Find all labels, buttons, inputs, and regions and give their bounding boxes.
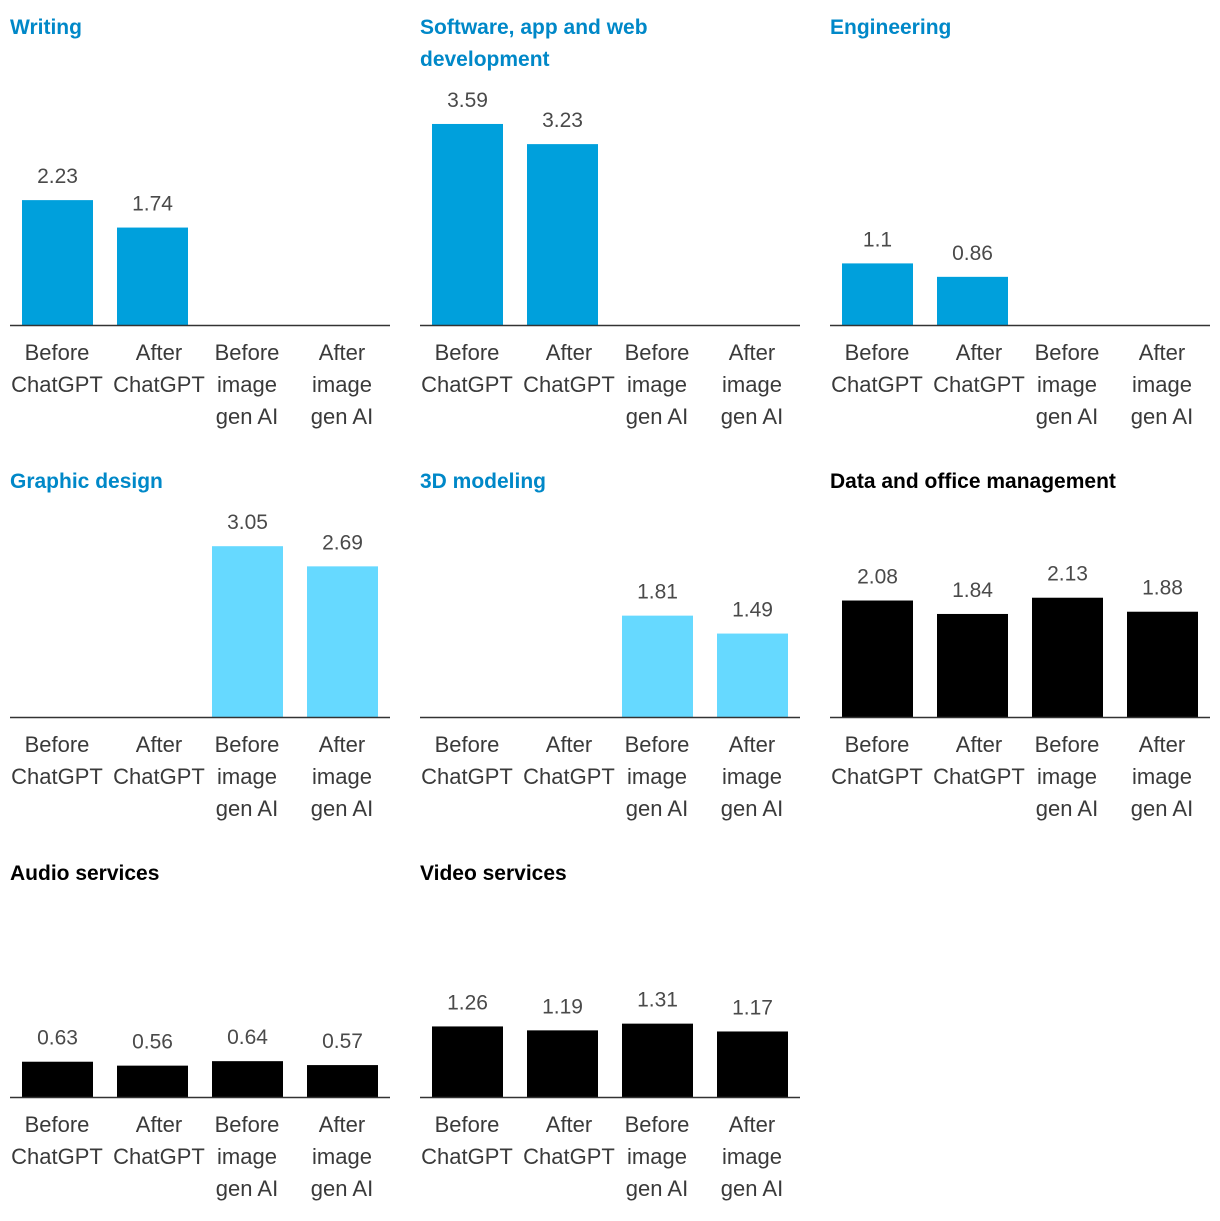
bar bbox=[212, 1061, 283, 1097]
x-tick-label: Before ChatGPT bbox=[11, 1112, 103, 1169]
bar bbox=[622, 615, 693, 717]
bar bbox=[117, 227, 188, 325]
bar bbox=[212, 546, 283, 717]
bar bbox=[527, 1030, 598, 1097]
x-tick-label: After ChatGPT bbox=[113, 1112, 205, 1169]
data-label: 3.23 bbox=[542, 109, 583, 132]
data-label: 0.63 bbox=[37, 1027, 78, 1050]
data-label: 1.26 bbox=[447, 991, 488, 1014]
chart-panel: Software, app and web development 3.59 3.23… bbox=[420, 16, 800, 429]
data-label: 2.08 bbox=[857, 566, 898, 589]
data-label: 1.84 bbox=[952, 579, 993, 602]
data-label: 0.57 bbox=[322, 1030, 363, 1053]
chart-title: Data and office management bbox=[830, 470, 1116, 493]
data-label: 3.59 bbox=[447, 89, 488, 112]
chart-panel: Audio services 0.63 0.56 0.64 0.57 Before Chat… bbox=[10, 862, 390, 1201]
bar bbox=[117, 1065, 188, 1097]
chart-title: Video services bbox=[420, 862, 567, 885]
chart-title: Audio services bbox=[10, 862, 159, 885]
chart-title: Graphic design bbox=[10, 470, 163, 493]
bar bbox=[307, 1065, 378, 1097]
chart-panel: Data and office management 2.08 1.84 2.13 1.… bbox=[830, 470, 1210, 821]
x-tick-label: After ChatGPT bbox=[113, 340, 205, 397]
x-tick-label: After image gen AI bbox=[721, 340, 783, 429]
x-tick-label: After image gen AI bbox=[721, 732, 783, 821]
data-label: 2.13 bbox=[1047, 563, 1088, 586]
data-label: 1.1 bbox=[863, 228, 892, 251]
bar bbox=[717, 1031, 788, 1097]
bar bbox=[842, 263, 913, 325]
x-tick-label: Before ChatGPT bbox=[421, 340, 513, 397]
data-label: 0.64 bbox=[227, 1026, 268, 1049]
bar bbox=[937, 613, 1008, 717]
data-label: 1.19 bbox=[542, 995, 583, 1018]
data-label: 3.05 bbox=[227, 511, 268, 534]
x-tick-label: After image gen AI bbox=[1131, 732, 1193, 821]
x-tick-label: Before ChatGPT bbox=[831, 732, 923, 789]
data-label: 1.74 bbox=[132, 193, 173, 216]
x-tick-label: After ChatGPT bbox=[113, 732, 205, 789]
bar bbox=[622, 1023, 693, 1097]
x-tick-label: Before image gen AI bbox=[215, 732, 280, 821]
chart-title: 3D modeling bbox=[420, 470, 546, 493]
data-label: 1.49 bbox=[732, 599, 773, 622]
x-tick-label: After ChatGPT bbox=[523, 340, 615, 397]
x-tick-label: Before ChatGPT bbox=[421, 1112, 513, 1169]
x-tick-label: After ChatGPT bbox=[523, 1112, 615, 1169]
x-tick-label: Before image gen AI bbox=[625, 340, 690, 429]
bar bbox=[527, 144, 598, 325]
chart-title: Writing bbox=[10, 16, 82, 39]
data-label: 1.31 bbox=[637, 989, 678, 1012]
x-tick-label: Before image gen AI bbox=[625, 732, 690, 821]
bar bbox=[432, 123, 503, 326]
bar bbox=[717, 633, 788, 717]
bar bbox=[22, 1061, 93, 1097]
chart-title: Engineering bbox=[830, 16, 951, 39]
x-tick-label: Before ChatGPT bbox=[11, 340, 103, 397]
bar bbox=[307, 566, 378, 717]
x-tick-label: After image gen AI bbox=[311, 340, 373, 429]
x-tick-label: After image gen AI bbox=[1131, 340, 1193, 429]
x-tick-label: Before ChatGPT bbox=[831, 340, 923, 397]
x-tick-label: Before ChatGPT bbox=[11, 732, 103, 789]
data-label: 2.69 bbox=[322, 531, 363, 554]
chart-title: Software, app and web development bbox=[420, 16, 648, 71]
x-tick-label: After image gen AI bbox=[311, 1112, 373, 1201]
data-label: 1.81 bbox=[637, 581, 678, 604]
bar bbox=[432, 1026, 503, 1097]
data-label: 0.56 bbox=[132, 1031, 173, 1054]
x-tick-label: Before image gen AI bbox=[625, 1112, 690, 1201]
x-tick-label: Before image gen AI bbox=[1035, 340, 1100, 429]
x-tick-label: Before image gen AI bbox=[215, 340, 280, 429]
data-label: 2.23 bbox=[37, 165, 78, 188]
chart-panel: Video services 1.26 1.19 1.31 1.17 Before Chat… bbox=[420, 862, 800, 1201]
data-label: 1.88 bbox=[1142, 577, 1183, 600]
x-tick-label: Before image gen AI bbox=[1035, 732, 1100, 821]
x-tick-label: Before ChatGPT bbox=[421, 732, 513, 789]
x-tick-label: After ChatGPT bbox=[933, 732, 1025, 789]
x-tick-label: After image gen AI bbox=[721, 1112, 783, 1201]
bar bbox=[937, 276, 1008, 325]
data-label: 0.86 bbox=[952, 242, 993, 265]
x-tick-label: After image gen AI bbox=[311, 732, 373, 821]
bar bbox=[1127, 611, 1198, 717]
bar bbox=[22, 200, 93, 325]
data-label: 1.17 bbox=[732, 996, 773, 1019]
x-tick-label: Before image gen AI bbox=[215, 1112, 280, 1201]
bar bbox=[842, 600, 913, 717]
bar bbox=[1032, 597, 1103, 717]
x-tick-label: After ChatGPT bbox=[523, 732, 615, 789]
x-tick-label: After ChatGPT bbox=[933, 340, 1025, 397]
